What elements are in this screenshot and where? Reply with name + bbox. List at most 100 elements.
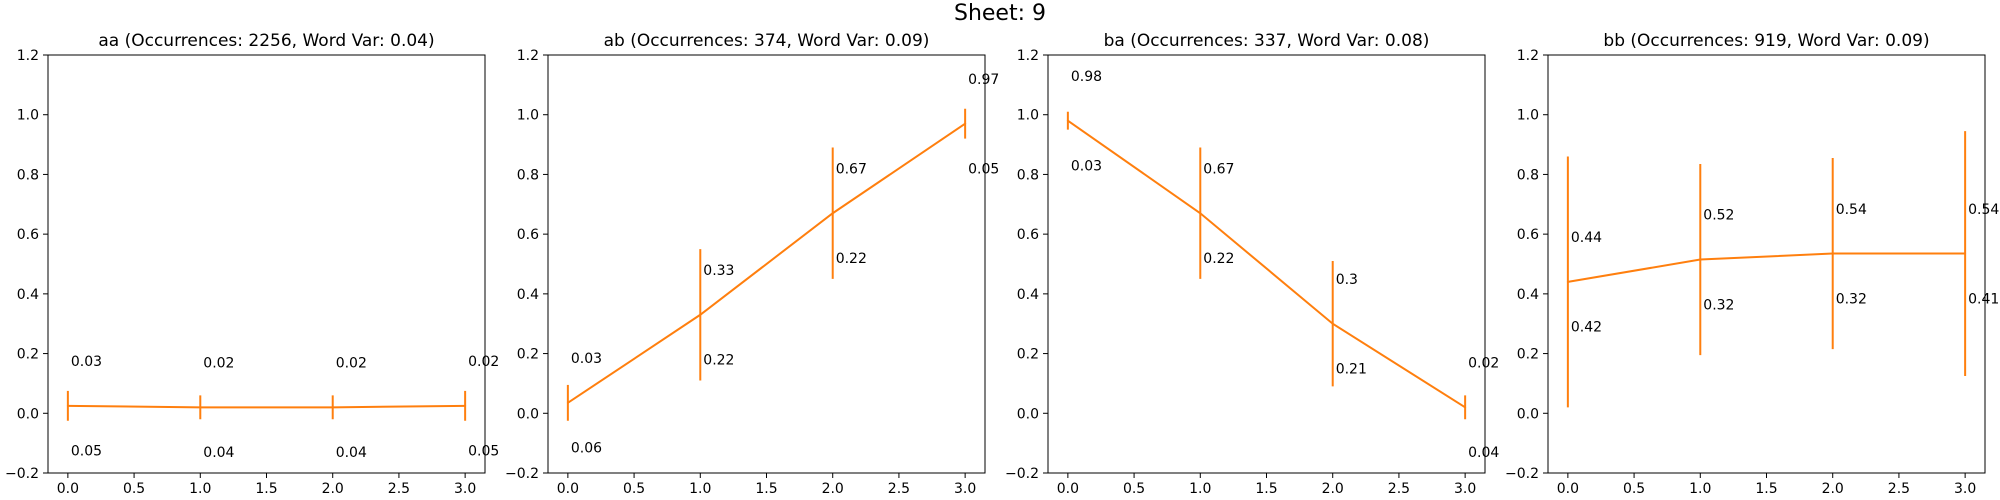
y-tick-label: −0.2 xyxy=(1005,466,1039,482)
data-label-top: 0.54 xyxy=(1968,202,1999,218)
data-label-top: 0.67 xyxy=(1203,161,1234,177)
axes-frame xyxy=(1047,54,1486,474)
series-line xyxy=(567,122,966,404)
y-tick-label: 0.2 xyxy=(1517,347,1539,363)
data-point xyxy=(1699,258,1702,261)
data-label-bottom: 0.03 xyxy=(1071,158,1102,174)
figure-title: Sheet: 9 xyxy=(953,1,1046,26)
data-label-top: 0.98 xyxy=(1071,69,1102,85)
data-label-top: 0.3 xyxy=(1336,272,1358,288)
y-tick-label: 0.0 xyxy=(1017,406,1039,422)
x-tick-label: 1.5 xyxy=(1755,481,1777,497)
y-tick-label: 0.8 xyxy=(17,167,39,183)
x-tick-label: 2.0 xyxy=(1822,481,1844,497)
axes-frame xyxy=(47,54,486,474)
chart-title: bb (Occurrences: 919, Word Var: 0.09) xyxy=(1603,31,1929,51)
y-tick-label: 0.4 xyxy=(1017,287,1039,303)
data-label-bottom: 0.22 xyxy=(836,251,867,267)
y-tick-label: 1.2 xyxy=(1017,48,1039,64)
data-point xyxy=(1964,252,1967,255)
data-label-bottom: 0.04 xyxy=(203,445,234,461)
y-tick-label: −0.2 xyxy=(1505,466,1539,482)
data-point xyxy=(831,212,834,215)
y-tick-label: 0.2 xyxy=(517,347,539,363)
x-tick-label: 1.5 xyxy=(755,481,777,497)
data-label-bottom: 0.32 xyxy=(1836,291,1867,307)
y-tick-label: 0.8 xyxy=(517,167,539,183)
chart-title: aa (Occurrences: 2256, Word Var: 0.04) xyxy=(98,31,434,51)
y-tick-label: −0.2 xyxy=(5,466,39,482)
x-tick-label: 1.0 xyxy=(189,481,211,497)
data-label-top: 0.33 xyxy=(703,263,734,279)
x-tick-label: 0.0 xyxy=(1557,481,1579,497)
y-tick-label: 1.0 xyxy=(17,108,39,124)
x-tick-label: 0.5 xyxy=(1623,481,1645,497)
y-tick-label: 0.4 xyxy=(517,287,539,303)
data-point xyxy=(1199,212,1202,215)
data-label-bottom: 0.05 xyxy=(71,444,102,460)
data-point xyxy=(566,401,569,404)
x-tick-label: 3.0 xyxy=(454,481,476,497)
data-label-bottom: 0.22 xyxy=(703,353,734,369)
data-label-top: 0.02 xyxy=(468,354,499,370)
data-label-top: 0.02 xyxy=(1468,356,1499,372)
x-tick-label: 1.5 xyxy=(1255,481,1277,497)
data-label-top: 0.54 xyxy=(1836,202,1867,218)
y-tick-label: 0.6 xyxy=(517,227,539,243)
data-point xyxy=(1464,406,1467,409)
x-tick-label: 0.0 xyxy=(57,481,79,497)
y-tick-label: 0.2 xyxy=(17,347,39,363)
x-tick-label: 2.0 xyxy=(322,481,344,497)
y-tick-label: 0.4 xyxy=(17,287,39,303)
chart-panel-3: ba (Occurrences: 337, Word Var: 0.08) −0.… xyxy=(1005,31,1499,497)
x-tick-label: 3.0 xyxy=(954,481,976,497)
data-point xyxy=(1066,119,1069,122)
data-label-bottom: 0.41 xyxy=(1968,291,1999,307)
data-label-bottom: 0.04 xyxy=(1468,445,1499,461)
y-tick-label: −0.2 xyxy=(505,466,539,482)
x-tick-label: 0.5 xyxy=(123,481,145,497)
data-point xyxy=(1331,322,1334,325)
x-tick-label: 0.5 xyxy=(1123,481,1145,497)
x-tick-label: 0.0 xyxy=(1057,481,1079,497)
x-tick-label: 1.0 xyxy=(689,481,711,497)
data-label-bottom: 0.32 xyxy=(1703,297,1734,313)
y-tick-label: 1.2 xyxy=(1517,48,1539,64)
x-tick-label: 0.5 xyxy=(623,481,645,497)
data-label-top: 0.02 xyxy=(336,356,367,372)
data-point xyxy=(331,406,334,409)
x-tick-label: 3.0 xyxy=(1454,481,1476,497)
data-label-top: 0.67 xyxy=(836,161,867,177)
y-tick-label: 1.0 xyxy=(1517,108,1539,124)
data-label-bottom: 0.21 xyxy=(1336,362,1367,378)
data-label-top: 0.03 xyxy=(71,354,102,370)
y-tick-label: 0.0 xyxy=(17,406,39,422)
y-tick-label: 0.8 xyxy=(1017,167,1039,183)
data-point xyxy=(964,122,967,125)
y-tick-label: 0.6 xyxy=(1517,227,1539,243)
y-tick-label: 0.4 xyxy=(1517,287,1539,303)
data-label-top: 0.03 xyxy=(571,351,602,367)
y-tick-label: 1.2 xyxy=(17,48,39,64)
data-label-top: 0.52 xyxy=(1703,208,1734,224)
chart-title: ba (Occurrences: 337, Word Var: 0.08) xyxy=(1104,31,1430,51)
data-label-bottom: 0.05 xyxy=(468,444,499,460)
data-point xyxy=(1831,252,1834,255)
y-tick-label: 1.0 xyxy=(1017,108,1039,124)
x-tick-label: 1.5 xyxy=(255,481,277,497)
data-label-top: 0.97 xyxy=(968,72,999,88)
data-point xyxy=(66,404,69,407)
x-tick-label: 2.0 xyxy=(1322,481,1344,497)
chart-panel-1: aa (Occurrences: 2256, Word Var: 0.04) −0… xyxy=(5,31,499,497)
data-point xyxy=(699,313,702,316)
y-tick-label: 0.6 xyxy=(1017,227,1039,243)
series-line xyxy=(1567,252,1966,283)
series-line xyxy=(1067,119,1466,409)
data-label-bottom: 0.06 xyxy=(571,441,602,457)
data-point xyxy=(1566,280,1569,283)
axes-frame xyxy=(1547,54,1986,474)
data-label-top: 0.44 xyxy=(1571,230,1602,246)
y-tick-label: 1.2 xyxy=(517,48,539,64)
x-tick-label: 1.0 xyxy=(1689,481,1711,497)
